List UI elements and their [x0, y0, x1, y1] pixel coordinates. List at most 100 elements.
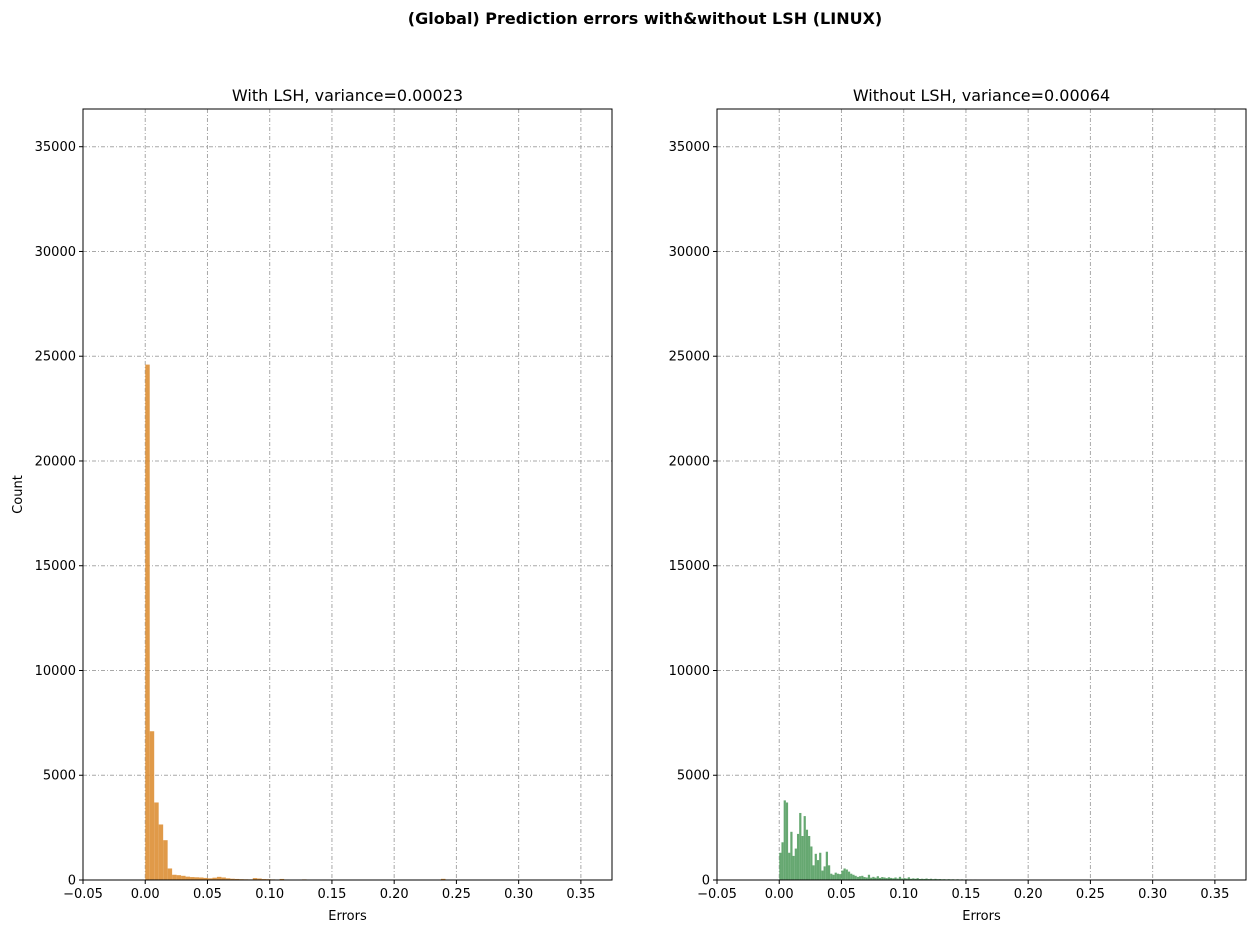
x-tick-label: 0.30	[504, 887, 533, 902]
histogram-bar	[909, 878, 913, 880]
x-tick-label: 0.25	[442, 887, 471, 902]
histogram-bar	[859, 876, 862, 880]
histogram-bar	[279, 878, 285, 880]
histogram-bar	[923, 878, 926, 880]
histogram-bar	[252, 878, 258, 880]
histogram-bar	[845, 869, 848, 880]
histogram-bar	[861, 875, 864, 880]
histogram-bar	[896, 878, 899, 880]
histogram-bar	[854, 875, 857, 880]
histogram-bar	[783, 800, 786, 880]
x-tick-label: −0.05	[697, 887, 737, 902]
histogram-bar	[792, 855, 795, 880]
y-tick-label: 25000	[669, 350, 710, 365]
histogram-bar	[225, 878, 231, 880]
histogram-bar	[847, 871, 851, 880]
x-tick-label: 0.10	[255, 887, 284, 902]
y-tick-label: 15000	[35, 559, 76, 574]
histogram-bar	[230, 878, 235, 880]
histogram-bar	[149, 731, 155, 880]
histogram-bar	[892, 878, 895, 880]
histogram-bar	[812, 865, 815, 880]
histogram-bar	[901, 878, 904, 880]
y-tick-label: 15000	[669, 559, 710, 574]
y-tick-label: 35000	[35, 140, 76, 155]
histogram-bar	[785, 802, 789, 880]
histogram-bar	[814, 853, 817, 880]
histogram-bar	[832, 874, 835, 880]
histogram-bar	[921, 878, 924, 880]
histogram-bar	[207, 878, 213, 880]
y-tick-label: 0	[702, 874, 710, 889]
histogram-bar	[867, 874, 871, 880]
x-axis-label: Errors	[962, 909, 1001, 924]
histogram-bar	[185, 876, 191, 880]
histogram-bar	[194, 877, 200, 880]
y-tick-label: 10000	[35, 664, 76, 679]
y-tick-label: 0	[68, 874, 76, 889]
histogram-bar	[796, 833, 800, 880]
histogram-bar	[894, 877, 897, 880]
histogram-bar	[839, 874, 842, 880]
histogram-bar	[176, 875, 182, 880]
panel-title: With LSH, variance=0.00023	[232, 86, 463, 105]
histogram-bar	[781, 842, 784, 880]
y-tick-label: 35000	[669, 140, 710, 155]
histogram-bar	[905, 878, 908, 880]
histogram-bar	[912, 878, 915, 880]
histogram-bar	[903, 878, 906, 880]
y-tick-label: 5000	[677, 769, 710, 784]
x-tick-label: 0.15	[317, 887, 346, 902]
x-tick-label: 0.15	[951, 887, 980, 902]
histogram-bar	[918, 878, 922, 880]
histogram-bar	[874, 877, 877, 880]
histogram-bar	[234, 878, 240, 880]
histogram-bar	[181, 875, 186, 880]
histogram-bar	[876, 876, 879, 880]
y-tick-label: 20000	[35, 454, 76, 469]
histogram-bar	[154, 802, 159, 880]
histogram-bar	[856, 876, 859, 880]
histogram-bar	[843, 868, 846, 880]
histogram-bar	[203, 877, 208, 880]
histogram-bar	[163, 840, 168, 880]
y-axis-label: Count	[11, 475, 26, 514]
x-tick-label: 0.00	[765, 887, 794, 902]
histogram-bar	[799, 812, 802, 880]
histogram-bar	[916, 878, 919, 880]
histogram-bar	[887, 877, 891, 880]
histogram-bar	[819, 852, 822, 880]
y-tick-label: 25000	[35, 350, 76, 365]
histogram-bar	[890, 877, 893, 880]
histogram-bar	[870, 877, 873, 880]
histogram-bar	[863, 877, 866, 880]
x-tick-label: 0.25	[1076, 887, 1105, 902]
histogram-bar	[830, 873, 833, 880]
histogram-bar	[190, 877, 195, 880]
x-tick-label: 0.30	[1138, 887, 1167, 902]
histogram-bar	[925, 878, 928, 880]
x-axis-label: Errors	[328, 909, 367, 924]
y-tick-label: 5000	[43, 769, 76, 784]
histogram-bar	[212, 877, 217, 880]
figure-title: (Global) Prediction errors with&without …	[408, 9, 882, 28]
histogram-bar	[834, 872, 837, 880]
panel-title: Without LSH, variance=0.00064	[853, 86, 1110, 105]
y-tick-label: 10000	[669, 664, 710, 679]
histogram-bar	[885, 878, 888, 880]
plot-frame	[82, 108, 613, 881]
histogram-bar	[872, 876, 875, 880]
histogram-bar	[158, 824, 164, 880]
histogram-bar	[907, 877, 910, 880]
x-tick-label: 0.10	[889, 887, 918, 902]
histogram-bar	[810, 846, 813, 880]
histogram-bar	[779, 852, 782, 880]
x-tick-label: 0.20	[1014, 887, 1043, 902]
histogram-bar	[221, 877, 226, 880]
histogram-bar	[257, 878, 262, 880]
x-tick-label: 0.35	[566, 887, 595, 902]
histogram-bar	[216, 876, 222, 880]
histogram-without-lsh: −0.05 0.00 0.05 0.10 0.15 0.20 0.25 0.30 0.35 0 50…	[669, 86, 1247, 924]
histogram-bar	[172, 874, 177, 880]
